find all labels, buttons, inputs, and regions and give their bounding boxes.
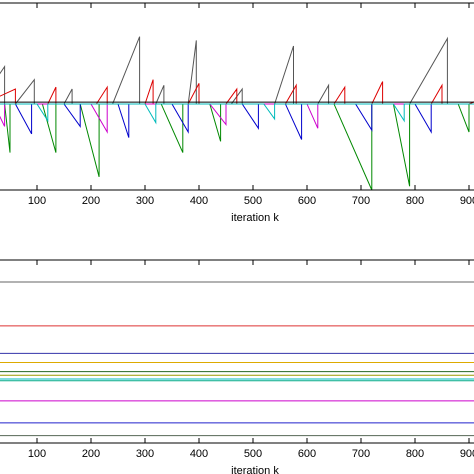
x-tick-label: 200 xyxy=(82,195,100,207)
x-tick-label: 700 xyxy=(352,448,370,460)
x-tick-label: 900 xyxy=(460,195,474,207)
x-axis-label: iteration k xyxy=(231,212,279,224)
data-line xyxy=(0,103,474,191)
x-tick-label: 300 xyxy=(136,195,154,207)
x-tick-label: 100 xyxy=(28,195,46,207)
x-tick-label: 400 xyxy=(190,195,208,207)
data-line xyxy=(0,103,474,125)
x-tick-label: 700 xyxy=(352,195,370,207)
x-tick-label: 800 xyxy=(406,448,424,460)
x-tick-label: 600 xyxy=(298,448,316,460)
x-tick-label: 100 xyxy=(28,448,46,460)
x-axis-label: iteration k xyxy=(231,465,279,474)
x-tick-label: 900 xyxy=(460,448,474,460)
x-tick-label: 400 xyxy=(190,448,208,460)
x-tick-label: 200 xyxy=(82,448,100,460)
x-tick-label: 300 xyxy=(136,448,154,460)
x-tick-label: 500 xyxy=(244,448,262,460)
x-tick-label: 600 xyxy=(298,195,316,207)
axes-frame xyxy=(0,259,474,444)
x-tick-label: 800 xyxy=(406,195,424,207)
x-tick-label: 500 xyxy=(244,195,262,207)
data-line xyxy=(0,103,474,140)
